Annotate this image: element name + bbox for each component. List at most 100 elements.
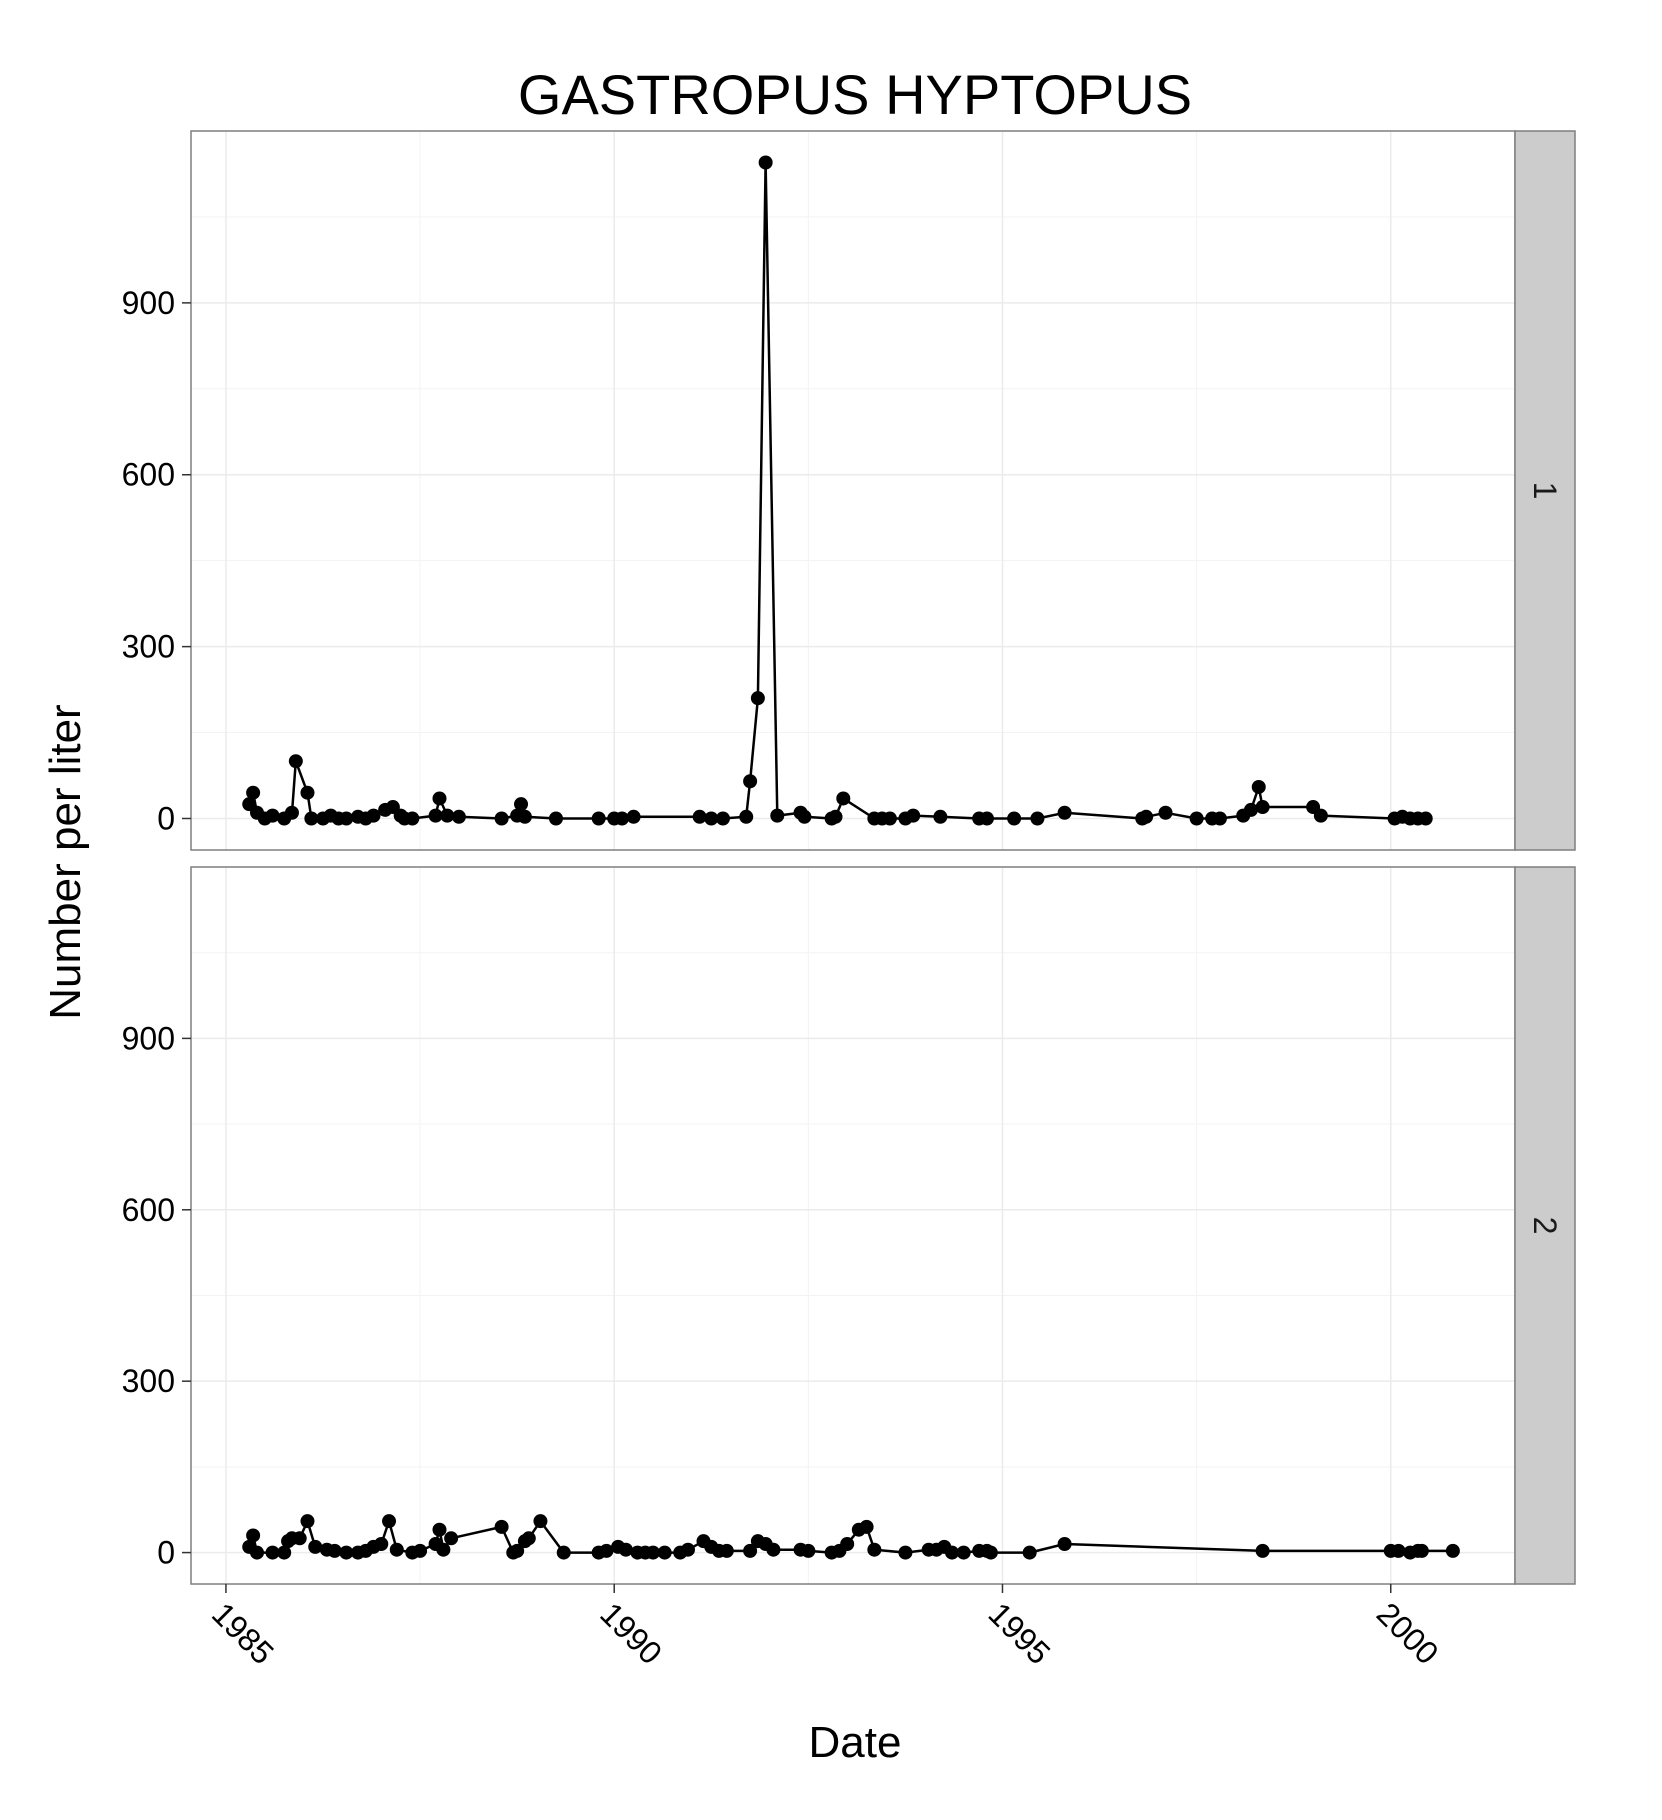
data-point (1212, 811, 1227, 826)
data-point (246, 1528, 261, 1543)
x-axis-title: Date (809, 1718, 902, 1767)
y-tick-label: 300 (122, 1363, 175, 1399)
data-point (758, 155, 773, 170)
data-point (432, 791, 447, 806)
data-point (366, 808, 381, 823)
data-point (284, 805, 299, 820)
data-point (413, 1543, 428, 1558)
chart-title: GASTROPUS HYPTOPUS (518, 63, 1192, 126)
data-point (719, 1543, 734, 1558)
data-point (626, 809, 641, 824)
gridlines (191, 131, 1515, 850)
data-point (327, 1543, 342, 1558)
data-point (521, 1531, 536, 1546)
panel-background (191, 131, 1515, 850)
y-axis: 0 300 600 900 (122, 1020, 191, 1571)
data-point (510, 1543, 525, 1558)
y-tick-label: 0 (157, 1535, 175, 1571)
y-tick-label: 900 (122, 1020, 175, 1056)
data-point (382, 1514, 397, 1529)
data-point (945, 1545, 960, 1560)
data-point (882, 811, 897, 826)
data-point (906, 808, 921, 823)
x-tick-label: 2000 (1370, 1595, 1446, 1671)
y-tick-label: 600 (122, 457, 175, 493)
data-point (514, 797, 529, 812)
data-point (494, 811, 509, 826)
data-point (614, 811, 629, 826)
data-point (265, 808, 280, 823)
data-point (533, 1514, 548, 1529)
data-point (374, 1537, 389, 1552)
data-point (1030, 811, 1045, 826)
data-point (766, 1542, 781, 1557)
data-point (646, 1545, 661, 1560)
data-point (250, 1545, 265, 1560)
data-points (242, 155, 1433, 826)
data-point (246, 785, 261, 800)
facet-strip (1514, 130, 1576, 851)
data-points (242, 1514, 1460, 1560)
data-point (1243, 802, 1258, 817)
data-point (692, 809, 707, 824)
data-point (339, 811, 354, 826)
data-point (599, 1543, 614, 1558)
data-point (1313, 808, 1328, 823)
data-point (836, 791, 851, 806)
data-point (657, 1545, 672, 1560)
data-point (1414, 1543, 1429, 1558)
data-point (494, 1519, 509, 1534)
y-tick-label: 600 (122, 1192, 175, 1228)
data-point (428, 808, 443, 823)
y-axis: 0 300 600 900 (122, 285, 191, 836)
data-point (339, 1545, 354, 1560)
data-point (300, 785, 315, 800)
data-point (618, 1542, 633, 1557)
facet-strip-label: 2 (1527, 1217, 1563, 1235)
data-point (743, 1543, 758, 1558)
data-point (591, 811, 606, 826)
x-tick-label: 1985 (205, 1595, 281, 1671)
data-point (292, 1531, 307, 1546)
facet-strip-label: 1 (1527, 482, 1563, 500)
data-point (405, 811, 420, 826)
y-tick-label: 900 (122, 285, 175, 321)
data-point (440, 808, 455, 823)
data-point (1057, 805, 1072, 820)
y-axis-title: Number per liter (41, 704, 90, 1019)
data-point (1418, 811, 1433, 826)
y-tick-label: 0 (157, 800, 175, 836)
y-tick-label: 300 (122, 629, 175, 665)
panel-background (191, 867, 1515, 1584)
data-point (1057, 1537, 1072, 1552)
x-tick-label: 1990 (593, 1595, 669, 1671)
data-point (743, 774, 758, 789)
data-point (828, 809, 843, 824)
data-point (556, 1545, 571, 1560)
panel-1: 1 0 300 600 900 (122, 130, 1576, 851)
data-point (517, 809, 532, 824)
data-point (1391, 1543, 1406, 1558)
data-point (1158, 805, 1173, 820)
data-point (983, 1545, 998, 1560)
data-point (1007, 811, 1022, 826)
data-point (859, 1519, 874, 1534)
x-axis: 1985 1990 1995 2000 (205, 1584, 1446, 1671)
data-point (715, 811, 730, 826)
panel-2: 2 0 300 600 900 (122, 866, 1576, 1585)
data-point (933, 809, 948, 824)
data-point (797, 809, 812, 824)
gridlines (191, 867, 1515, 1584)
data-point (680, 1542, 695, 1557)
data-point (444, 1531, 459, 1546)
data-point (867, 1542, 882, 1557)
data-point (1022, 1545, 1037, 1560)
data-point (956, 1545, 971, 1560)
data-point (288, 754, 303, 769)
data-point (300, 1514, 315, 1529)
data-point (436, 1542, 451, 1557)
data-point (277, 1545, 292, 1560)
data-point (304, 811, 319, 826)
data-point (801, 1543, 816, 1558)
